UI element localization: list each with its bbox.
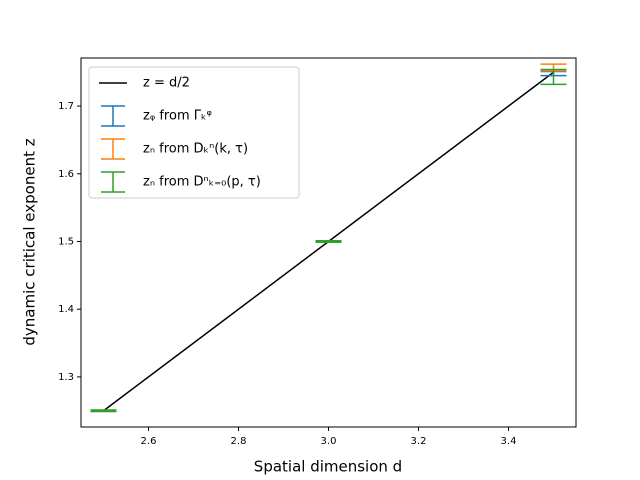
y-tick-label: 1.4 [58, 304, 74, 315]
y-tick-label: 1.6 [58, 169, 74, 180]
legend-box [88, 66, 300, 199]
x-tick-label: 2.6 [141, 436, 157, 447]
x-tick-label: 3.0 [321, 436, 337, 447]
y-axis-title: dynamic critical exponent z [21, 138, 39, 345]
legend-label: zₙ from Dₖⁿ(k, τ) [143, 142, 248, 157]
x-tick-label: 2.8 [231, 436, 247, 447]
x-axis-title: Spatial dimension d [254, 458, 402, 476]
y-tick-label: 1.3 [58, 372, 74, 383]
legend-label: zᵩ from Γₖᵠ [143, 109, 212, 124]
y-tick-label: 1.7 [58, 101, 74, 112]
legend-label: z = d/2 [143, 76, 190, 91]
y-tick-label: 1.5 [58, 236, 74, 247]
legend-label: zₙ from Dⁿₖ₌₀(p, τ) [143, 175, 261, 190]
x-tick-label: 3.2 [411, 436, 427, 447]
x-tick-label: 3.4 [501, 436, 517, 447]
